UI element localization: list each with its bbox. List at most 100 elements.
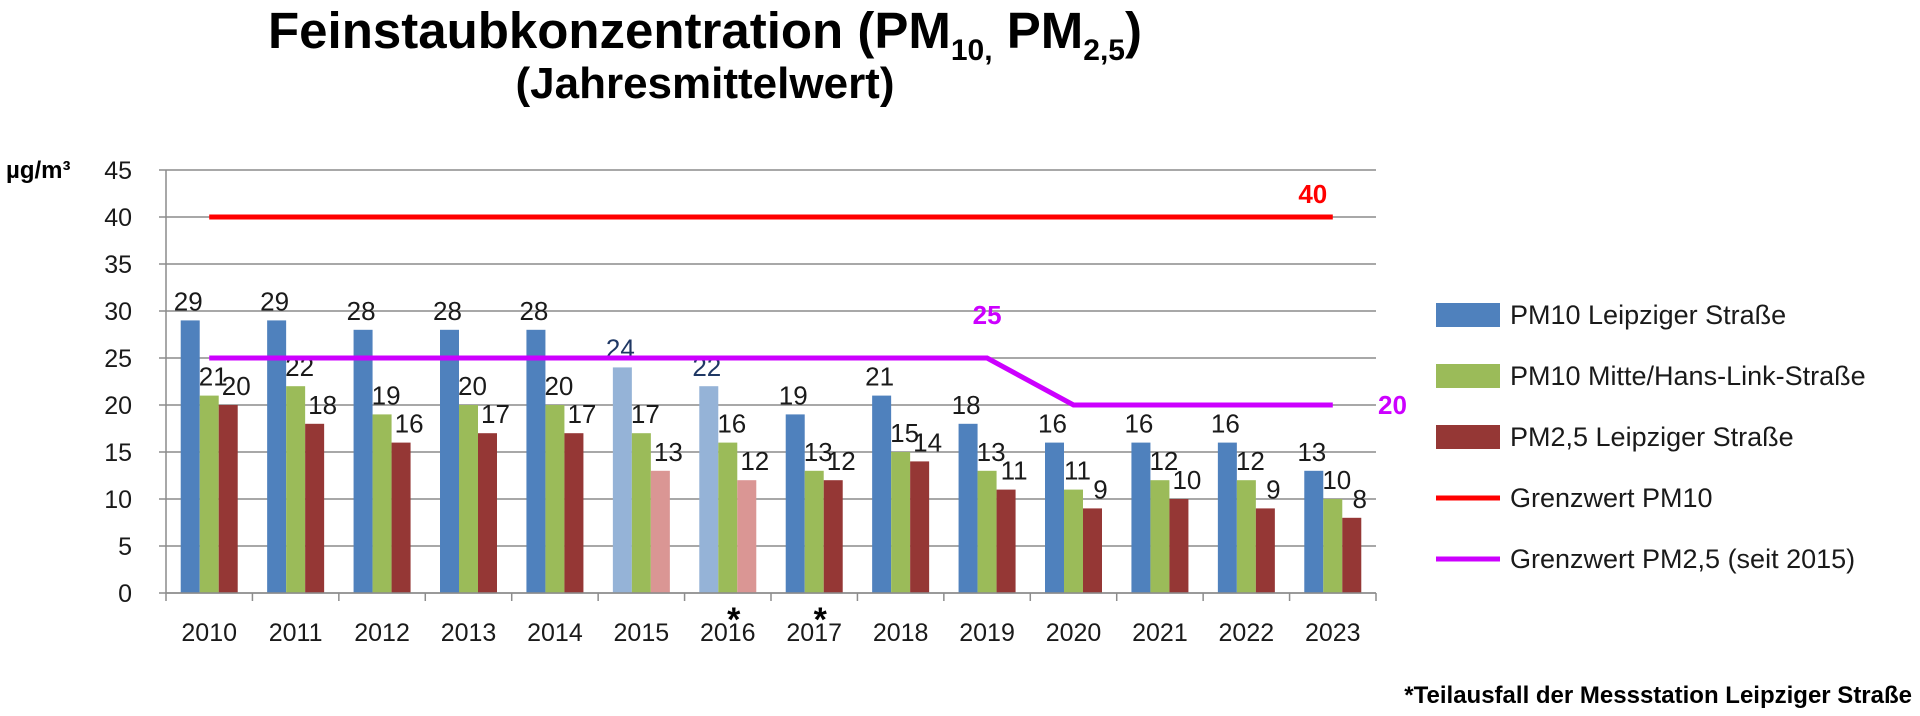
x-tick-label: 2017 [786,619,842,647]
bar-pm10-leipziger [180,320,200,593]
bar-pm25-leipziger [1083,508,1102,593]
x-tick-label: 2019 [959,619,1015,647]
data-label: 28 [519,296,548,326]
data-label: 21 [865,362,894,392]
data-label: 17 [481,399,510,429]
legend-item-pm10-leipziger-label: PM10 Leipziger Straße [1510,300,1786,330]
bar-pm10-leipziger [958,423,978,593]
data-label: 11 [1001,456,1028,486]
data-label: 20 [458,371,487,401]
bar-pm10-mitte [372,414,392,593]
data-label: 29 [260,286,289,316]
y-tick-label: 10 [104,486,132,514]
x-tick-label: 2022 [1219,619,1275,647]
y-tick-label: 5 [118,533,132,561]
title-subscript-pm10: 10, [950,34,993,67]
footnote: *Teilausfall der Messstation Leipziger S… [1404,682,1912,709]
bar-pm25-leipziger [737,480,757,593]
data-label: 28 [347,296,376,326]
bar-pm25-leipziger [1342,517,1362,593]
title-main: Feinstaubkonzentration (PM [268,2,951,59]
bar-pm25-leipziger [218,405,238,593]
bar-pm25-leipziger [910,461,930,593]
data-label: 10 [1172,465,1201,495]
x-tick-label: 2018 [873,619,929,647]
title-close: ) [1124,2,1142,59]
legend-item-grenzwert-pm10-label: Grenzwert PM10 [1510,483,1713,513]
bar-pm10-mitte [718,442,738,593]
data-label: 16 [1211,409,1240,439]
bar-pm25-leipziger [305,423,325,593]
data-label: 8 [1353,484,1367,514]
bar-pm10-leipziger [1045,442,1064,593]
y-tick-label: 0 [118,580,132,608]
bar-pm10-leipziger [612,367,632,593]
x-tick-label: 2012 [354,619,410,647]
data-label: 16 [1124,409,1153,439]
data-label: 10 [1322,465,1351,495]
bar-pm10-leipziger [353,329,373,593]
bar-pm10-mitte [1064,489,1083,593]
y-tick-label: 30 [104,298,132,326]
bar-pm10-mitte [1236,480,1256,593]
legend-item-pm10-leipziger-swatch [1436,303,1500,327]
limit-line-pm25 [209,355,1333,408]
data-label: 16 [395,409,424,439]
data-label: 12 [827,446,856,476]
data-label: 12 [740,446,769,476]
data-label: 13 [804,437,833,467]
bar-pm25-leipziger [823,480,843,593]
x-tick-label: 2020 [1046,619,1102,647]
x-tick-label: 2010 [181,619,237,647]
x-tick-label: 2011 [269,619,323,647]
bar-pm25-leipziger [650,470,670,593]
x-tick-label: 2023 [1305,619,1361,647]
bar-pm10-mitte [199,395,219,593]
data-label: 21 [199,362,228,392]
chart-subtitle: (Jahresmittelwert) [515,59,895,109]
limit-label-pm10: 40 [1298,179,1327,209]
bar-pm10-leipziger [526,329,546,593]
data-label: 19 [779,380,808,410]
data-label: 17 [631,399,660,429]
data-label: 28 [433,296,462,326]
y-tick-label: 45 [104,157,132,185]
bar-pm10-mitte [631,433,651,593]
legend-item-pm25-leipziger-label: PM2,5 Leipziger Straße [1510,422,1794,452]
data-label: 29 [174,286,203,316]
legend-item-pm10-mitte-label: PM10 Mitte/Hans-Link-Straße [1510,361,1866,391]
y-axis-label: µg/m³ [6,157,71,184]
limit-label-pm25-2023: 20 [1378,390,1407,420]
bar-pm10-leipziger [267,320,287,593]
limit-label-pm25-2019: 25 [973,300,1002,330]
title-mid: PM [992,2,1084,59]
legend-item-grenzwert-pm25-label: Grenzwert PM2,5 (seit 2015) [1510,544,1855,574]
data-label: 9 [1266,474,1280,504]
bar-pm25-leipziger [478,433,497,593]
data-label: 12 [1236,446,1265,476]
y-tick-label: 25 [104,345,132,373]
bar-pm10-mitte [891,452,911,593]
title-subscript-pm25: 2,5 [1083,34,1125,67]
bar-pm10-leipziger [440,329,459,593]
data-label: 13 [1297,437,1326,467]
bar-pm10-mitte [459,405,478,593]
data-label: 13 [654,437,683,467]
bar-pm10-mitte [1323,499,1343,593]
chart-title: Feinstaubkonzentration (PM10, PM2,5) (Ja… [0,2,1410,108]
data-label: 15 [890,418,919,448]
x-tick-label: 2015 [614,619,670,647]
category-footnote-mark: * [727,601,741,639]
bar-pm10-mitte [1150,480,1170,593]
data-label: 17 [567,399,596,429]
bar-pm10-leipziger [1131,442,1151,593]
data-label: 14 [913,427,942,457]
bar-pm10-leipziger [785,414,805,593]
bar-pm25-leipziger [1255,508,1275,593]
x-tick-label: 2016 [700,619,756,647]
data-label: 19 [372,380,401,410]
bar-pm10-mitte [545,405,565,593]
x-tick-label: 2021 [1132,619,1188,647]
bar-pm10-mitte [977,470,997,593]
